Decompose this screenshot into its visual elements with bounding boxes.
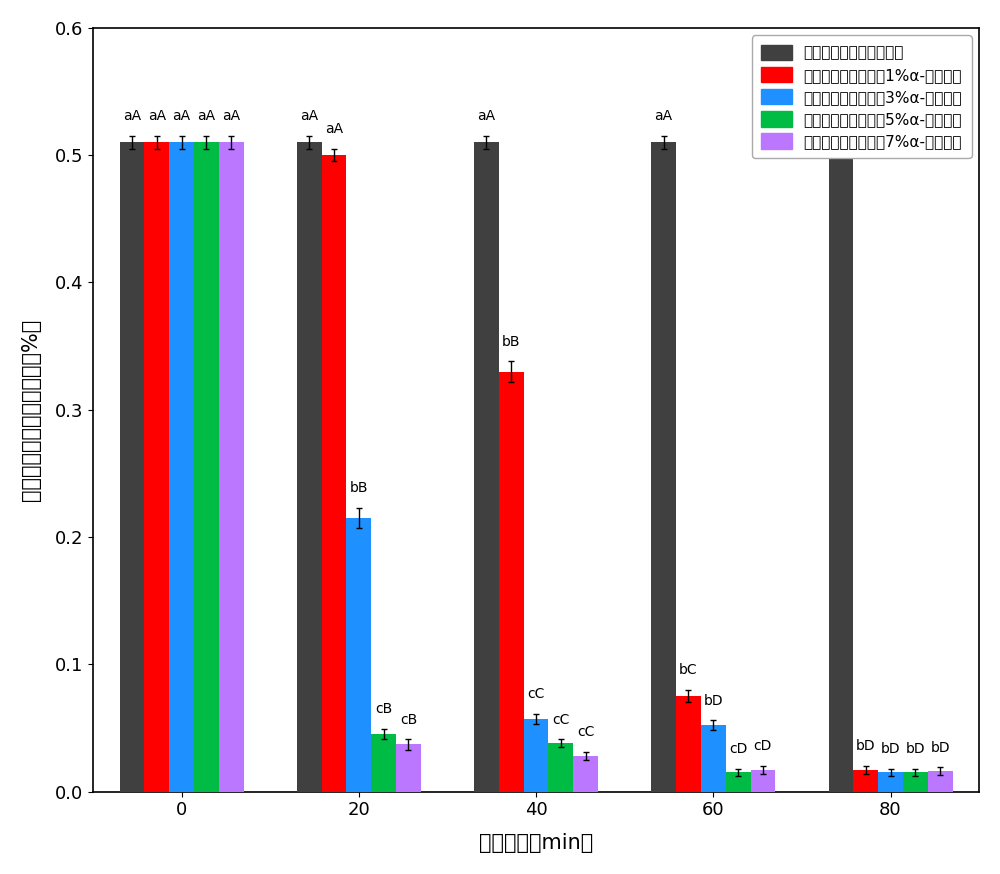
Text: bD: bD — [881, 742, 900, 756]
Text: cC: cC — [552, 712, 570, 726]
Text: aA: aA — [832, 109, 850, 123]
Bar — [346, 518, 371, 792]
X-axis label: 酶解时间（min）: 酶解时间（min） — [479, 833, 593, 853]
Bar — [524, 719, 548, 792]
Text: aA: aA — [197, 109, 215, 123]
Bar — [474, 142, 499, 792]
Text: bC: bC — [679, 663, 698, 677]
Text: bD: bD — [703, 694, 723, 708]
Bar — [322, 155, 346, 792]
Text: aA: aA — [300, 109, 318, 123]
Text: aA: aA — [222, 109, 240, 123]
Text: cB: cB — [400, 712, 417, 726]
Bar — [829, 142, 853, 792]
Bar — [676, 696, 701, 792]
Text: aA: aA — [325, 122, 343, 136]
Bar — [573, 756, 598, 792]
Bar — [169, 142, 194, 792]
Text: cD: cD — [729, 742, 747, 756]
Text: bD: bD — [930, 740, 950, 754]
Bar — [144, 142, 169, 792]
Legend: 回收水发酵乳（未加酶）, 回收水发酵乳（添加1%α-淀粉酶）, 回收水发酵乳（添加3%α-淀粉酶）, 回收水发酵乳（添加5%α-淀粉酶）, 回收水发酵乳（添加7: 回收水发酵乳（未加酶）, 回收水发酵乳（添加1%α-淀粉酶）, 回收水发酵乳（添… — [752, 36, 972, 158]
Text: cC: cC — [577, 725, 594, 739]
Bar — [371, 734, 396, 792]
Bar — [701, 725, 726, 792]
Text: cD: cD — [754, 739, 772, 753]
Text: aA: aA — [477, 109, 495, 123]
Bar — [853, 770, 878, 792]
Bar — [194, 142, 219, 792]
Text: aA: aA — [148, 109, 166, 123]
Text: aA: aA — [655, 109, 673, 123]
Bar — [726, 773, 751, 792]
Bar — [120, 142, 144, 792]
Bar — [219, 142, 244, 792]
Text: bB: bB — [350, 481, 368, 495]
Y-axis label: 乙酰化二淀粉磷酸酯含量（%）: 乙酰化二淀粉磷酸酯含量（%） — [21, 318, 41, 501]
Bar — [651, 142, 676, 792]
Text: bD: bD — [856, 739, 876, 753]
Bar — [297, 142, 322, 792]
Text: bD: bD — [906, 742, 925, 756]
Bar — [878, 773, 903, 792]
Bar — [499, 371, 524, 792]
Bar — [903, 773, 928, 792]
Text: aA: aA — [123, 109, 141, 123]
Bar — [751, 770, 775, 792]
Text: bB: bB — [502, 335, 520, 349]
Bar — [548, 743, 573, 792]
Text: aA: aA — [173, 109, 191, 123]
Bar — [928, 771, 953, 792]
Bar — [396, 745, 421, 792]
Text: cB: cB — [375, 703, 392, 717]
Text: cC: cC — [527, 687, 545, 701]
